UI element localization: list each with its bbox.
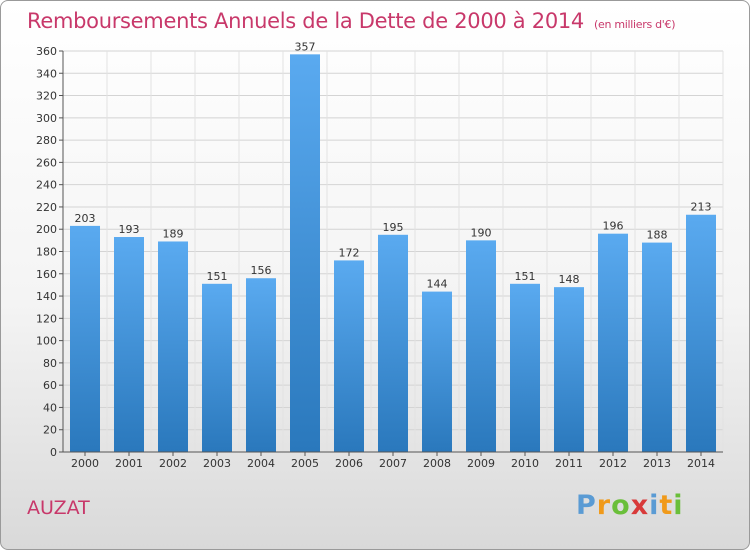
x-tick-label: 2000	[71, 457, 99, 470]
data-label: 213	[691, 201, 712, 214]
y-tick-label: 300	[36, 112, 57, 125]
y-tick-label: 220	[36, 201, 57, 214]
data-label: 188	[647, 229, 668, 242]
logo-letter: t	[659, 490, 674, 521]
bar	[290, 54, 320, 452]
bar	[466, 240, 496, 452]
y-axis: 0 20 40 60 80 100 120 140 160 180 200 220 240 260 280 3…	[36, 45, 64, 459]
chart-title-main: Remboursements Annuels de la Dette de 20…	[27, 9, 584, 33]
x-tick-label: 2010	[511, 457, 539, 470]
y-tick-label: 180	[36, 246, 57, 259]
y-tick-label: 100	[36, 335, 57, 348]
data-label: 193	[119, 223, 140, 236]
x-tick-label: 2011	[555, 457, 583, 470]
data-label: 172	[339, 246, 360, 259]
data-label: 148	[559, 273, 580, 286]
logo-letter: o	[611, 490, 631, 521]
x-tick-label: 2001	[115, 457, 143, 470]
logo-letter: P	[576, 490, 597, 521]
bar	[246, 278, 276, 452]
bar	[378, 234, 408, 452]
y-tick-label: 60	[43, 379, 57, 392]
bar	[422, 291, 452, 452]
data-label: 196	[603, 220, 624, 233]
x-tick-label: 2009	[467, 457, 495, 470]
y-tick-label: 340	[36, 67, 57, 80]
y-tick-label: 80	[43, 357, 57, 370]
y-tick-label: 360	[36, 45, 57, 58]
y-tick-label: 240	[36, 179, 57, 192]
logo-letter: r	[596, 490, 612, 521]
data-label: 203	[75, 212, 96, 225]
x-tick-label: 2014	[687, 457, 715, 470]
bar	[70, 225, 100, 452]
logo-letter: x	[630, 490, 650, 521]
y-tick-label: 280	[36, 134, 57, 147]
y-tick-label: 40	[43, 401, 57, 414]
bar	[158, 241, 188, 452]
y-tick-label: 140	[36, 290, 57, 303]
data-label: 144	[427, 278, 448, 291]
y-tick-label: 160	[36, 268, 57, 281]
data-labels: 203 193 189 151 156 357 172 195 144 190 151 148 196 1…	[75, 40, 712, 290]
bar	[598, 233, 628, 452]
bar	[686, 214, 716, 452]
data-label: 151	[207, 270, 228, 283]
y-tick-label: 0	[50, 446, 57, 459]
data-label: 357	[295, 40, 316, 53]
chart-title: Remboursements Annuels de la Dette de 20…	[27, 9, 675, 33]
bar	[554, 287, 584, 452]
data-label: 151	[515, 270, 536, 283]
x-tick-label: 2012	[599, 457, 627, 470]
y-tick-label: 20	[43, 424, 57, 437]
bar	[642, 242, 672, 452]
logo-letter: i	[673, 490, 684, 521]
data-label: 195	[383, 221, 404, 234]
x-tick-label: 2013	[643, 457, 671, 470]
proxiti-logo: Proxiti	[576, 490, 684, 521]
data-label: 190	[471, 226, 492, 239]
commune-name: AUZAT	[27, 497, 90, 519]
y-tick-label: 120	[36, 312, 57, 325]
logo-letter: i	[649, 490, 660, 521]
x-tick-label: 2008	[423, 457, 451, 470]
x-tick-label: 2005	[291, 457, 319, 470]
bar	[334, 260, 364, 452]
data-label: 189	[163, 227, 184, 240]
bars	[70, 54, 716, 452]
x-tick-label: 2006	[335, 457, 363, 470]
data-label: 156	[251, 264, 272, 277]
x-tick-label: 2007	[379, 457, 407, 470]
chart-title-unit: (en milliers d'€)	[594, 18, 676, 31]
x-tick-label: 2002	[159, 457, 187, 470]
x-tick-label: 2004	[247, 457, 275, 470]
y-tick-label: 320	[36, 90, 57, 103]
bar	[202, 283, 232, 452]
x-tick-label: 2003	[203, 457, 231, 470]
bar	[114, 237, 144, 452]
y-tick-label: 200	[36, 223, 57, 236]
y-tick-label: 260	[36, 156, 57, 169]
x-axis: 2000 2001 2002 2003 2004 2005 2006 2007 2008 2009…	[63, 451, 723, 470]
bar	[510, 283, 540, 452]
